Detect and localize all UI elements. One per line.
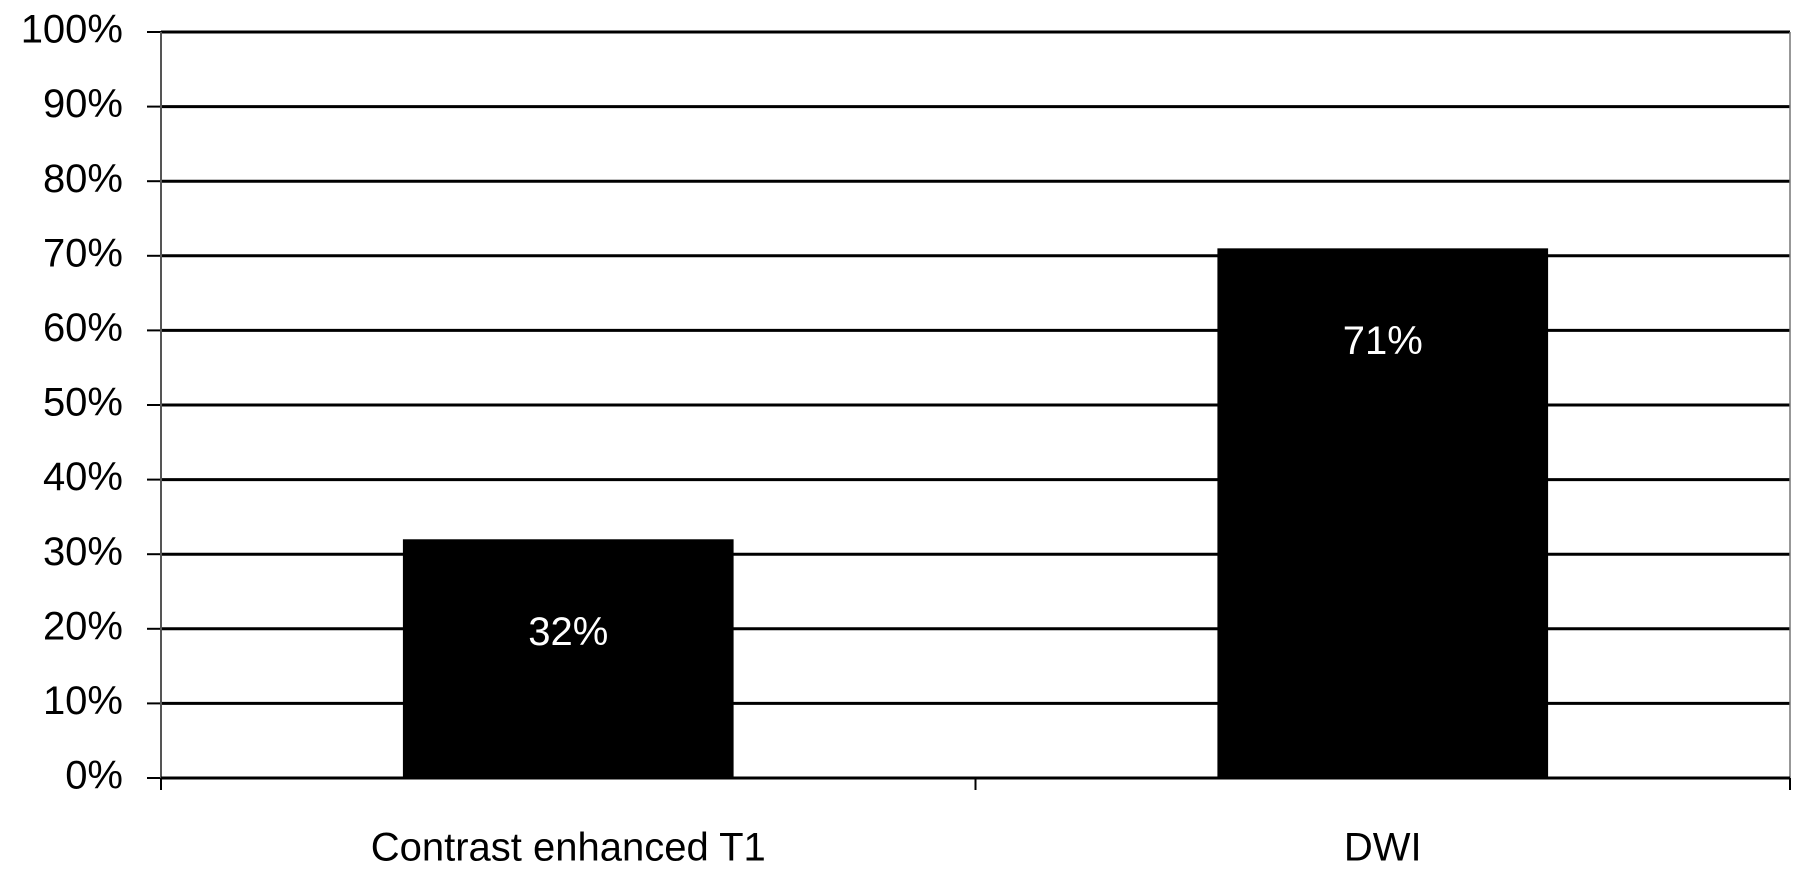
data-label: 32% bbox=[528, 610, 608, 654]
y-tick-label: 40% bbox=[43, 455, 123, 499]
y-tick-label: 90% bbox=[43, 82, 123, 126]
y-tick-label: 60% bbox=[43, 306, 123, 350]
x-tick-label: DWI bbox=[1344, 826, 1422, 870]
y-tick-label: 80% bbox=[43, 157, 123, 201]
bar bbox=[1217, 248, 1549, 779]
bar bbox=[402, 539, 734, 778]
x-tick-label: Contrast enhanced T1 bbox=[371, 826, 766, 870]
y-tick-label: 20% bbox=[43, 604, 123, 648]
y-tick-label: 0% bbox=[65, 754, 123, 798]
data-label: 71% bbox=[1343, 319, 1423, 363]
y-tick-label: 70% bbox=[43, 231, 123, 275]
y-tick-label: 10% bbox=[43, 679, 123, 723]
y-tick-label: 30% bbox=[43, 530, 123, 574]
y-tick-label: 50% bbox=[43, 381, 123, 425]
y-tick-label: 100% bbox=[21, 8, 123, 52]
